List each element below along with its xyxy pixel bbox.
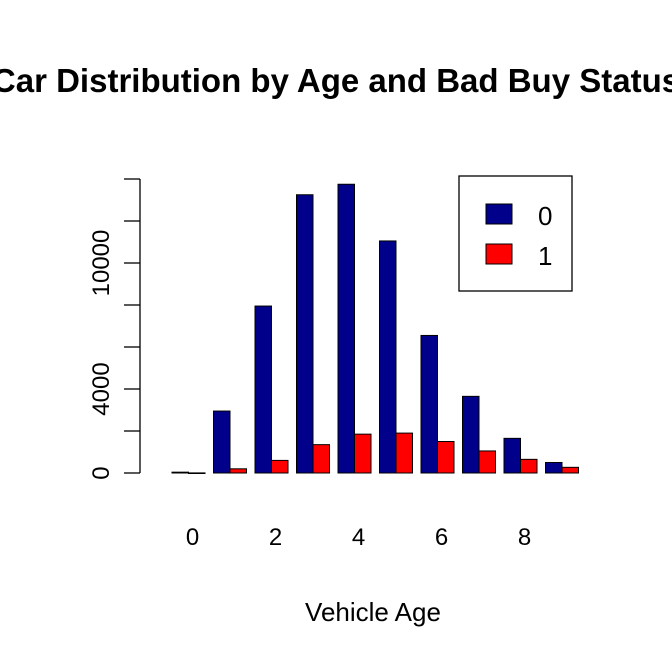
- legend-swatch-1: [485, 243, 513, 265]
- bar-series-1-age-3: [312, 444, 330, 474]
- bar-series-1-age-9: [561, 466, 579, 474]
- legend-label-0: 0: [538, 201, 552, 231]
- x-tick-label-0: 0: [186, 524, 199, 551]
- bar-series-0-age-4: [337, 183, 355, 474]
- bar-series-0-age-8: [503, 437, 521, 474]
- bar-series-0-age-2: [254, 305, 272, 474]
- bar-series-0-age-7: [462, 395, 480, 474]
- bar-series-1-age-4: [354, 433, 372, 474]
- bar-series-1-age-2: [271, 459, 289, 474]
- bar-series-0-age-6: [420, 334, 438, 474]
- x-tick-label-4: 4: [352, 524, 365, 551]
- x-tick-label-8: 8: [518, 524, 531, 551]
- chart-title: Car Distribution by Age and Bad Buy Stat…: [0, 62, 672, 99]
- bar-series-0-age-0: [171, 471, 189, 474]
- bars: [171, 183, 579, 474]
- bar-series-1-age-8: [520, 458, 538, 474]
- y-axis: 0 4000 10000: [88, 178, 141, 480]
- y-tick-label-4000: 4000: [88, 362, 115, 415]
- x-tick-label-2: 2: [269, 524, 282, 551]
- legend-box: [458, 175, 573, 292]
- x-axis-title: Vehicle Age: [305, 597, 441, 627]
- bar-series-1-age-1: [229, 468, 247, 474]
- bar-series-1-age-7: [478, 450, 496, 474]
- x-tick-labels: 0 2 4 6 8: [186, 524, 531, 551]
- bar-series-0-age-1: [213, 410, 231, 474]
- bar-series-0-age-3: [296, 194, 314, 474]
- x-tick-label-6: 6: [435, 524, 448, 551]
- legend-swatch-0: [485, 203, 513, 225]
- y-tick-label-0: 0: [88, 466, 115, 479]
- bar-series-1-age-0: [188, 472, 206, 474]
- bar-series-1-age-5: [395, 432, 413, 474]
- legend: 0 1: [458, 175, 573, 292]
- bar-series-0-age-5: [379, 240, 397, 474]
- bar-series-1-age-6: [437, 441, 455, 474]
- y-tick-label-10000: 10000: [88, 230, 115, 297]
- bar-series-0-age-9: [545, 462, 563, 474]
- legend-label-1: 1: [538, 241, 552, 271]
